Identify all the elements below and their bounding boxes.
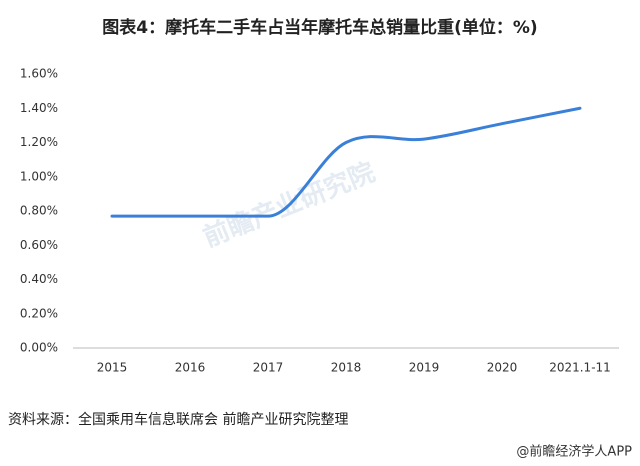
y-tick-label: 0.40% [20, 272, 58, 286]
y-tick-label: 0.00% [20, 341, 58, 355]
x-tick-label: 2020 [487, 361, 518, 375]
y-tick-label: 1.20% [20, 135, 58, 149]
y-tick-label: 1.00% [20, 169, 58, 183]
x-tick-label: 2019 [409, 361, 440, 375]
x-tick-label: 2021.1-11 [549, 361, 611, 375]
y-tick-label: 0.80% [20, 204, 58, 218]
x-tick-label: 2015 [97, 361, 128, 375]
y-tick-label: 1.60% [20, 67, 58, 81]
chart-title: 图表4：摩托车二手车占当年摩托车总销量比重(单位：%) [102, 17, 537, 38]
line [110, 106, 582, 218]
credit: @前瞻经济学人APP [516, 444, 632, 460]
source-note: 资料来源：全国乘用车信息联席会 前瞻产业研究院整理 [8, 411, 348, 428]
y-tick-label: 0.20% [20, 306, 58, 320]
y-tick-label: 0.60% [20, 238, 58, 252]
x-tick-label: 2016 [175, 361, 206, 375]
y-tick-label: 1.40% [20, 101, 58, 115]
x-tick-label: 2017 [253, 361, 284, 375]
x-tick-label: 2018 [331, 361, 362, 375]
